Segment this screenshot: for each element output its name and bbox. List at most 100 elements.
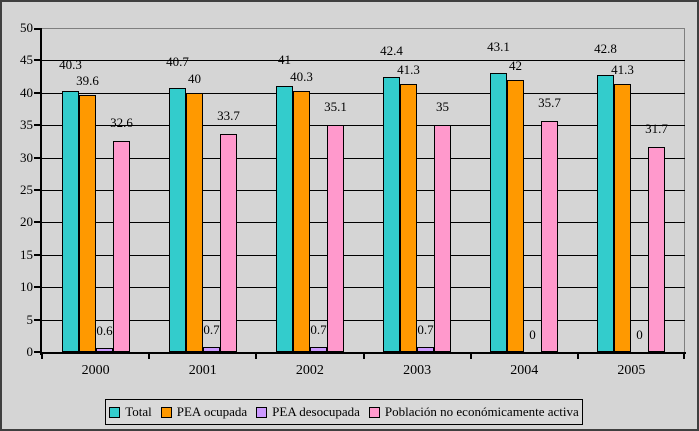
data-label-series0-2005: 42.8 <box>594 41 617 56</box>
legend-label: PEA desocupada <box>272 404 360 419</box>
legend-item-series0: Total <box>109 404 152 420</box>
bar-series1-2004 <box>507 80 524 352</box>
bar-series0-2004 <box>490 73 507 352</box>
legend-swatch-icon <box>256 406 268 418</box>
bar-series2-2003 <box>417 347 434 352</box>
data-label-series1-2004: 42 <box>509 58 522 73</box>
data-label-series1-2000: 39.6 <box>76 73 99 88</box>
bar-series3-2000 <box>113 141 130 352</box>
data-label-series2-2001: 0.7 <box>203 322 220 337</box>
x-axis-label-2005: 2005 <box>617 363 646 378</box>
data-label-series1-2005: 41.3 <box>611 62 634 77</box>
y-tick <box>34 92 40 94</box>
gridline-15 <box>42 255 685 256</box>
legend-item-series2: PEA desocupada <box>256 404 360 420</box>
x-tick <box>363 354 365 359</box>
data-label-series0-2003: 42.4 <box>380 43 403 58</box>
y-tick <box>34 221 40 223</box>
data-label-series2-2005: 0 <box>636 327 643 342</box>
x-tick <box>255 354 257 359</box>
x-axis-line <box>40 352 686 354</box>
x-axis-label-2004: 2004 <box>510 363 539 378</box>
data-label-series2-2000: 0.6 <box>96 323 113 338</box>
bar-series1-2001 <box>186 93 203 352</box>
y-tick <box>34 286 40 288</box>
bar-series1-2000 <box>79 95 96 352</box>
y-tick <box>34 28 40 30</box>
x-tick <box>683 354 685 359</box>
data-label-series2-2002: 0.7 <box>310 322 327 337</box>
legend-label: Total <box>125 404 152 419</box>
data-label-series0-2004: 43.1 <box>487 39 510 54</box>
bar-series3-2001 <box>220 134 237 352</box>
y-tick <box>34 157 40 159</box>
y-tick <box>34 59 40 61</box>
y-axis-label-40: 40 <box>20 85 33 100</box>
y-tick <box>34 351 40 353</box>
x-tick <box>470 354 472 359</box>
legend-swatch-icon <box>160 406 172 418</box>
x-axis-label-2000: 2000 <box>81 363 110 378</box>
gridline-35 <box>42 125 685 126</box>
y-axis-label-35: 35 <box>20 117 33 132</box>
bar-series0-2001 <box>169 88 186 352</box>
y-tick <box>34 189 40 191</box>
y-axis-label-20: 20 <box>20 214 33 229</box>
legend-label: Población no económicamente activa <box>384 404 579 419</box>
y-axis-label-45: 45 <box>20 52 33 67</box>
data-label-series3-2005: 31.7 <box>645 121 668 136</box>
data-label-series1-2003: 41.3 <box>397 62 420 77</box>
bar-series2-2000 <box>96 348 113 352</box>
y-tick <box>34 254 40 256</box>
legend-item-series3: Población no económicamente activa <box>368 404 579 420</box>
gridline-5 <box>42 320 685 321</box>
x-axis-label-2001: 2001 <box>188 363 217 378</box>
y-axis-label-15: 15 <box>20 247 33 262</box>
bar-series3-2002 <box>327 125 344 352</box>
legend: Total PEA ocupada PEA desocupada Población … <box>105 399 583 425</box>
bar-series3-2003 <box>434 125 451 352</box>
gridline-40 <box>42 93 685 94</box>
x-axis-label-2002: 2002 <box>295 363 324 378</box>
bar-series1-2003 <box>400 84 417 352</box>
gridline-45 <box>42 60 685 61</box>
gridline-30 <box>42 158 685 159</box>
bar-series2-2001 <box>203 347 220 352</box>
bar-series0-2003 <box>383 77 400 352</box>
bar-series3-2004 <box>541 121 558 352</box>
plot-area: 40.3 39.6 0.6 32.6 40.7 40 0.7 33.7 41 40.3 0.7 35.… <box>34 28 686 359</box>
data-label-series2-2003: 0.7 <box>417 322 434 337</box>
x-tick <box>577 354 579 359</box>
y-tick <box>34 319 40 321</box>
bar-series0-2002 <box>276 86 293 352</box>
bar-series3-2005 <box>648 147 665 352</box>
data-label-series2-2004: 0 <box>529 327 536 342</box>
y-tick <box>34 124 40 126</box>
y-axis-label-10: 10 <box>20 279 33 294</box>
data-label-series3-2000: 32.6 <box>110 115 133 130</box>
data-label-series3-2004: 35.7 <box>538 95 561 110</box>
y-axis-line <box>40 28 42 355</box>
bar-series1-2005 <box>614 84 631 352</box>
y-axis-label-5: 5 <box>26 312 34 327</box>
bar-series2-2002 <box>310 347 327 352</box>
bar-series1-2002 <box>293 91 310 352</box>
gridline-20 <box>42 222 685 223</box>
legend-swatch-icon <box>109 406 121 418</box>
legend-item-series1: PEA ocupada <box>160 404 247 420</box>
legend-swatch-icon <box>368 406 380 418</box>
x-tick <box>148 354 150 359</box>
data-label-series0-2002: 41 <box>278 52 291 67</box>
data-label-series3-2002: 35.1 <box>324 99 347 114</box>
x-axis-label-2003: 2003 <box>403 363 432 378</box>
gridline-50 <box>42 28 685 29</box>
data-label-series1-2001: 40 <box>188 71 201 86</box>
data-label-series3-2001: 33.7 <box>217 108 240 123</box>
data-label-series0-2001: 40.7 <box>166 54 189 69</box>
bar-series0-2000 <box>62 91 79 352</box>
y-axis-label-25: 25 <box>20 182 33 197</box>
gridline-25 <box>42 190 685 191</box>
data-label-series3-2003: 35 <box>436 99 449 114</box>
x-tick <box>41 354 43 359</box>
